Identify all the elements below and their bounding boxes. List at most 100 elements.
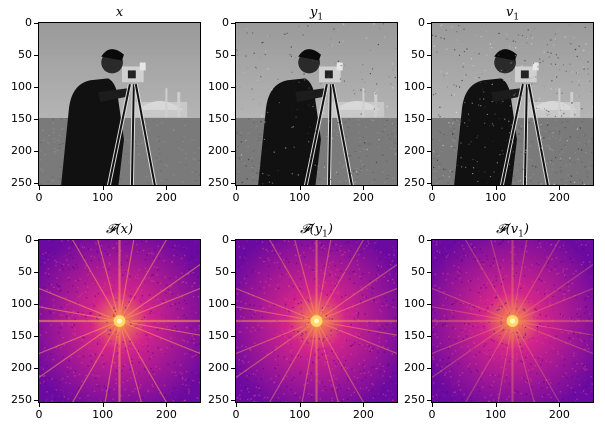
x-tick-mark [102, 403, 104, 407]
y-tick-mark [34, 183, 38, 185]
title-subscript: 1 [322, 229, 328, 240]
fft-magnitude-image [432, 240, 593, 402]
panel-title: 𝓕(x) [38, 222, 201, 238]
photo-image [236, 23, 397, 185]
y-tick-label: 0 [222, 233, 229, 246]
x-tick-label: 200 [155, 191, 177, 204]
x-tick-label: 0 [232, 408, 240, 421]
y-tick-label: 50 [215, 48, 229, 62]
y-tick-label: 150 [11, 329, 32, 343]
title-main: 𝓕(y [300, 222, 323, 237]
y-tick-mark [231, 368, 235, 370]
y-tick-label: 100 [11, 297, 32, 311]
y-tick-mark [231, 87, 235, 89]
spectrum-plot [38, 239, 201, 403]
title-main: 𝓕(x [105, 222, 128, 237]
y-tick-mark [427, 304, 431, 306]
y-tick-mark [34, 151, 38, 153]
x-tick-label: 100 [289, 191, 311, 204]
y-tick-label: 100 [11, 80, 32, 94]
y-tick-label: 0 [25, 233, 32, 246]
y-tick-mark [427, 183, 431, 185]
y-tick-mark [427, 240, 431, 241]
y-tick-mark [34, 87, 38, 89]
y-tick-mark [34, 55, 38, 57]
y-tick-mark [427, 400, 431, 402]
x-tick-label: 0 [428, 191, 436, 204]
x-tick-label: 100 [92, 191, 114, 204]
x-tick-mark [166, 186, 168, 190]
x-tick-label: 100 [289, 408, 311, 421]
x-tick-label: 200 [548, 191, 570, 204]
image-plot [235, 22, 398, 186]
panel-title: x [38, 5, 201, 21]
y-tick-label: 150 [208, 112, 229, 126]
x-tick-mark [495, 186, 497, 190]
fft-magnitude-image [39, 240, 200, 402]
y-tick-label: 200 [404, 144, 425, 158]
y-tick-label: 250 [208, 393, 229, 407]
y-tick-label: 100 [404, 80, 425, 94]
x-tick-mark [236, 186, 237, 190]
title-main: v [505, 5, 514, 20]
title-subscript: 1 [518, 229, 524, 240]
y-tick-mark [427, 336, 431, 338]
y-tick-mark [34, 368, 38, 370]
image-plot [38, 22, 201, 186]
y-tick-mark [34, 119, 38, 121]
fft-magnitude-image [236, 240, 397, 402]
x-tick-mark [363, 186, 365, 190]
panel-title: 𝓕(y1) [235, 222, 398, 243]
y-tick-mark [427, 151, 431, 153]
title-subscript: 1 [317, 12, 324, 23]
y-tick-label: 50 [411, 48, 425, 62]
x-tick-mark [495, 403, 497, 407]
y-tick-mark [34, 240, 38, 241]
x-tick-mark [432, 186, 433, 190]
x-tick-label: 0 [35, 408, 43, 421]
y-tick-label: 50 [411, 265, 425, 279]
y-tick-label: 50 [18, 265, 32, 279]
x-tick-label: 0 [35, 191, 43, 204]
x-tick-mark [102, 186, 104, 190]
y-tick-label: 250 [404, 393, 425, 407]
y-tick-label: 100 [404, 297, 425, 311]
y-tick-label: 0 [418, 233, 425, 246]
image-plot [431, 22, 594, 186]
x-tick-mark [39, 186, 40, 190]
spectrum-plot [235, 239, 398, 403]
photo-image [39, 23, 200, 185]
y-tick-mark [231, 119, 235, 121]
x-tick-mark [299, 403, 301, 407]
y-tick-label: 150 [404, 112, 425, 126]
y-tick-label: 200 [11, 144, 32, 158]
y-tick-label: 150 [404, 329, 425, 343]
x-tick-label: 200 [155, 408, 177, 421]
y-tick-label: 250 [11, 176, 32, 190]
y-tick-label: 200 [11, 361, 32, 375]
title-close: ) [127, 222, 134, 237]
panel-title: y1 [235, 5, 398, 26]
y-tick-label: 100 [208, 297, 229, 311]
title-close: ) [523, 222, 529, 237]
panel-title: 𝓕(v1) [431, 222, 594, 243]
photo-image [432, 23, 593, 185]
title-main: x [115, 5, 124, 20]
y-tick-mark [231, 272, 235, 274]
x-tick-label: 200 [352, 191, 374, 204]
title-close: ) [327, 222, 333, 237]
y-tick-mark [427, 87, 431, 89]
y-tick-mark [34, 23, 38, 24]
y-tick-label: 200 [404, 361, 425, 375]
y-tick-mark [231, 304, 235, 306]
y-tick-label: 150 [208, 329, 229, 343]
title-main: 𝓕(v [496, 222, 519, 237]
y-tick-label: 150 [11, 112, 32, 126]
y-tick-mark [34, 400, 38, 402]
y-tick-label: 0 [222, 16, 229, 29]
y-tick-mark [231, 151, 235, 153]
y-tick-label: 0 [418, 16, 425, 29]
y-tick-mark [34, 272, 38, 274]
x-tick-mark [559, 403, 561, 407]
y-tick-mark [231, 336, 235, 338]
